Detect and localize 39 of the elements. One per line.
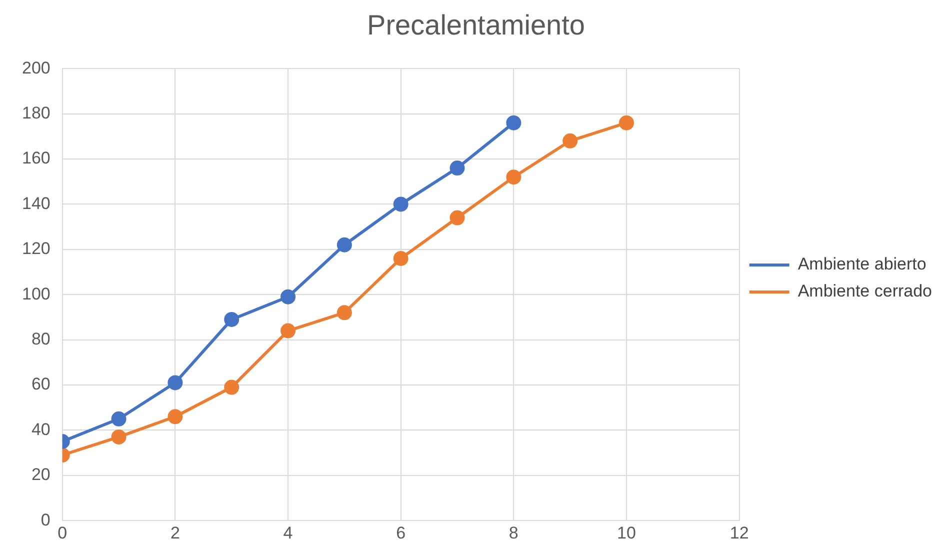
y-tick-label: 120 — [22, 239, 50, 258]
x-tick-label: 4 — [283, 523, 293, 542]
x-tick-label: 10 — [617, 523, 636, 542]
point — [224, 380, 240, 395]
point — [111, 411, 126, 426]
x-tick-label: 0 — [58, 523, 68, 542]
point — [450, 210, 465, 226]
x-tick-label: 12 — [730, 523, 749, 542]
x-tick-label: 8 — [508, 523, 518, 542]
point — [506, 170, 522, 185]
y-tick-label: 140 — [22, 194, 50, 213]
point — [562, 133, 578, 148]
point — [393, 250, 408, 266]
y-tick-label: 60 — [31, 374, 50, 394]
y-tick-label: 80 — [31, 329, 50, 348]
y-tick-label: 40 — [31, 420, 50, 439]
y-tick-label: 0 — [40, 510, 50, 530]
point — [336, 305, 352, 320]
point — [168, 375, 183, 390]
point — [168, 409, 183, 424]
point — [280, 289, 296, 304]
y-tick-label: 180 — [22, 103, 50, 122]
y-tick-label: 160 — [22, 148, 50, 168]
point — [336, 237, 352, 252]
y-tick-label: 100 — [22, 284, 50, 304]
chart-title: Precalentamiento — [367, 10, 585, 41]
y-tick-label: 20 — [31, 465, 50, 484]
y-tick-label: 200 — [22, 58, 50, 78]
legend-label: Ambiente abierto — [798, 254, 926, 274]
point — [393, 196, 408, 212]
legend-label: Ambiente cerrado — [798, 282, 932, 301]
point — [224, 312, 240, 327]
point — [618, 115, 634, 130]
x-tick-label: 6 — [396, 523, 406, 542]
point — [506, 115, 522, 130]
x-tick-label: 2 — [170, 523, 180, 542]
point — [450, 160, 465, 176]
point — [111, 429, 126, 444]
point — [280, 323, 296, 338]
